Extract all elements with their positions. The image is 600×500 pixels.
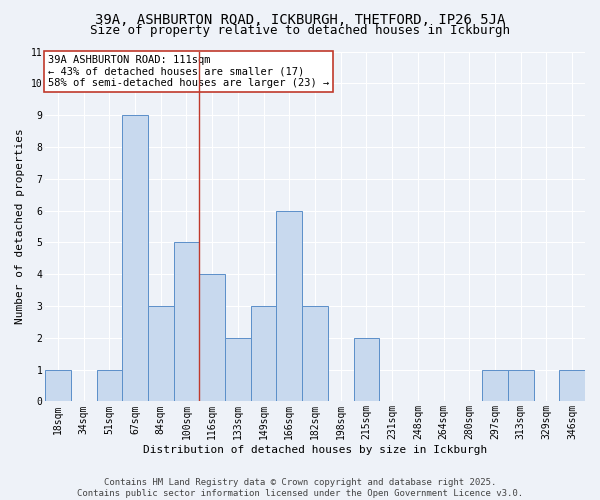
Y-axis label: Number of detached properties: Number of detached properties — [15, 128, 25, 324]
Bar — [122, 115, 148, 402]
Bar — [277, 210, 302, 402]
Bar — [559, 370, 585, 402]
Bar — [482, 370, 508, 402]
Bar — [508, 370, 533, 402]
Bar — [353, 338, 379, 402]
Bar — [97, 370, 122, 402]
Bar — [173, 242, 199, 402]
Bar — [148, 306, 173, 402]
Bar — [302, 306, 328, 402]
Bar — [251, 306, 277, 402]
Text: Contains HM Land Registry data © Crown copyright and database right 2025.
Contai: Contains HM Land Registry data © Crown c… — [77, 478, 523, 498]
Bar — [225, 338, 251, 402]
Text: 39A, ASHBURTON ROAD, ICKBURGH, THETFORD, IP26 5JA: 39A, ASHBURTON ROAD, ICKBURGH, THETFORD,… — [95, 12, 505, 26]
Bar — [45, 370, 71, 402]
Bar — [199, 274, 225, 402]
X-axis label: Distribution of detached houses by size in Ickburgh: Distribution of detached houses by size … — [143, 445, 487, 455]
Text: 39A ASHBURTON ROAD: 111sqm
← 43% of detached houses are smaller (17)
58% of semi: 39A ASHBURTON ROAD: 111sqm ← 43% of deta… — [48, 55, 329, 88]
Text: Size of property relative to detached houses in Ickburgh: Size of property relative to detached ho… — [90, 24, 510, 37]
